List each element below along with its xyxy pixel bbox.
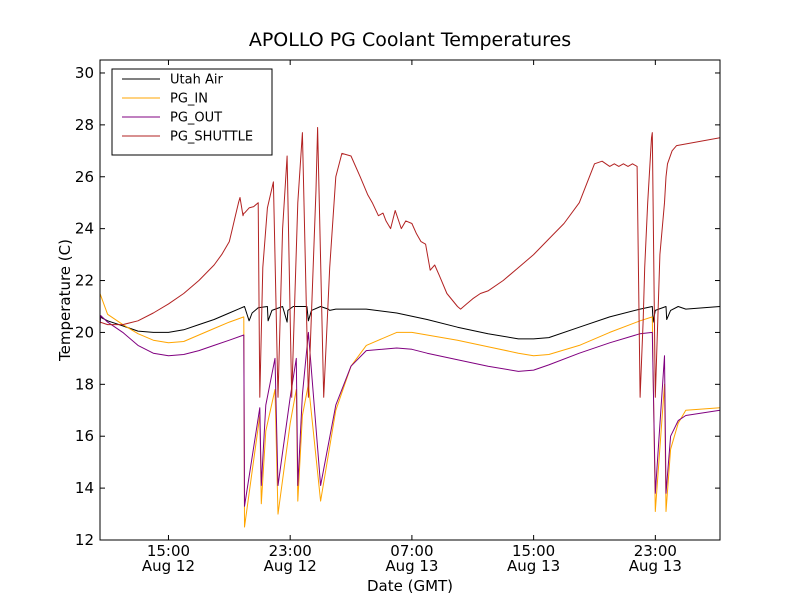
chart-title: APOLLO PG Coolant Temperatures <box>249 29 571 51</box>
x-tick-date-label: Aug 13 <box>507 557 560 575</box>
series-layer <box>100 127 720 528</box>
legend-label-pg-shuttle: PG_SHUTTLE <box>170 130 253 145</box>
legend: Utah Air PG_IN PG_OUT PG_SHUTTLE <box>111 68 273 156</box>
x-tick-time-label: 15:00 <box>512 542 555 560</box>
plot-frame <box>99 59 721 541</box>
y-axis-label: Temperature (C) <box>56 239 74 362</box>
legend-label-pg-in: PG_IN <box>170 92 208 107</box>
y-tick-label: 20 <box>75 323 94 341</box>
y-tick-label: 18 <box>75 375 94 393</box>
legend-label-utah-air: Utah Air <box>170 73 223 88</box>
x-tick-date-label: Aug 13 <box>629 557 682 575</box>
y-tick-label: 22 <box>75 272 94 290</box>
x-axis-label: Date (GMT) <box>367 577 453 595</box>
y-ticks: 12 14 16 18 20 22 24 26 28 30 <box>75 64 720 549</box>
y-tick-label: 16 <box>75 427 94 445</box>
y-tick-label: 14 <box>75 479 94 497</box>
y-tick-label: 12 <box>75 531 94 549</box>
series-line-pg-out <box>100 315 720 507</box>
series-line-pg-in <box>100 293 720 528</box>
x-tick-time-label: 07:00 <box>390 542 433 560</box>
y-tick-label: 28 <box>75 116 94 134</box>
x-tick-time-label: 23:00 <box>269 542 312 560</box>
y-tick-label: 24 <box>75 220 94 238</box>
x-tick-date-label: Aug 12 <box>142 557 195 575</box>
series-line-pg-shuttle <box>100 127 720 398</box>
x-tick-time-label: 15:00 <box>147 542 190 560</box>
y-tick-label: 26 <box>75 168 94 186</box>
legend-label-pg-out: PG_OUT <box>170 111 222 126</box>
x-tick-date-label: Aug 13 <box>385 557 438 575</box>
series-line-utah-air <box>100 306 720 340</box>
legend-box <box>111 68 273 156</box>
x-tick-date-label: Aug 12 <box>264 557 317 575</box>
x-tick-time-label: 23:00 <box>634 542 677 560</box>
y-tick-label: 30 <box>75 64 94 82</box>
